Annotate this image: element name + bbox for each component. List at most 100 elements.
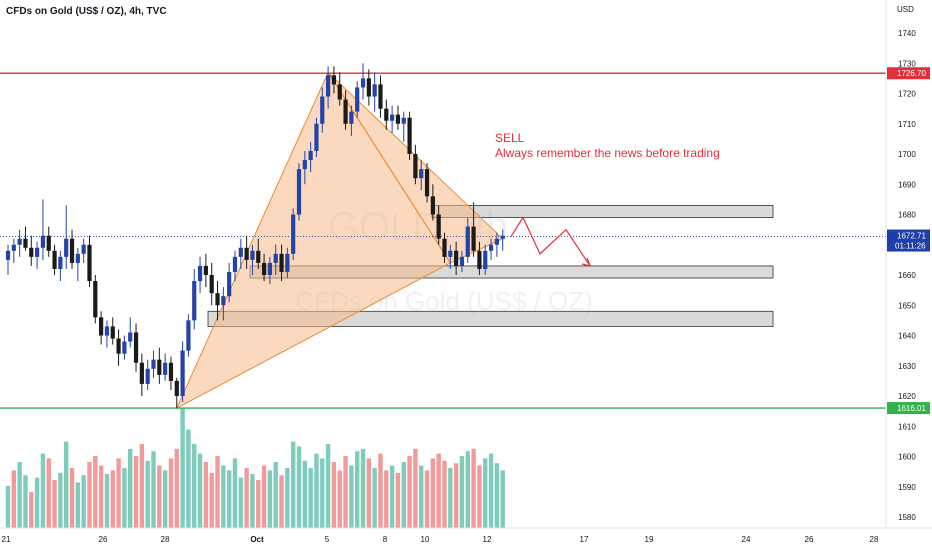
candle-body — [477, 250, 482, 269]
volume-bar — [349, 465, 354, 528]
volume-bar — [407, 456, 412, 528]
candle-body — [11, 244, 16, 251]
y-tick-label: 1620 — [898, 392, 916, 401]
candle-body — [192, 281, 197, 321]
candle-body — [366, 78, 371, 97]
volume-bar — [192, 444, 197, 528]
volume-bar — [244, 468, 249, 528]
candle-body — [331, 75, 337, 85]
price-zone — [431, 205, 774, 218]
volume-bar — [52, 480, 57, 528]
candle-body — [163, 362, 168, 375]
volume-bar — [424, 470, 430, 528]
volume-bar — [331, 462, 337, 528]
candle-body — [500, 235, 505, 239]
candle-body — [483, 250, 488, 269]
volume-bar — [267, 470, 273, 528]
y-tick-label: 1690 — [898, 180, 916, 189]
arrow-head-icon — [581, 257, 591, 267]
y-tick-label: 1680 — [898, 211, 916, 220]
volume-bar — [174, 448, 179, 528]
volume-bar — [494, 463, 500, 528]
volume-bar — [401, 462, 406, 528]
volume-bar — [261, 465, 267, 528]
y-tick-label: 1600 — [898, 453, 916, 462]
candle-body — [203, 265, 208, 275]
volume-bar — [273, 462, 278, 528]
volume-bar — [34, 477, 40, 528]
volume-bar — [128, 448, 133, 528]
candle-body — [261, 262, 267, 275]
candle-body — [139, 362, 144, 384]
volume-bar — [93, 456, 98, 528]
candle-body — [116, 338, 121, 354]
candle-body — [227, 271, 232, 297]
volume-bar — [279, 475, 284, 528]
candle-body — [360, 78, 366, 88]
signal-note: Always remember the news before trading — [495, 146, 720, 160]
x-tick-label: 24 — [742, 535, 751, 544]
candle-body — [424, 169, 430, 197]
candle-body — [465, 226, 470, 257]
volume-bar — [238, 477, 243, 528]
x-tick-label: 19 — [645, 535, 654, 544]
support-price-label: 1616.01 — [897, 404, 926, 413]
candle-body — [64, 238, 69, 257]
candle-body — [151, 359, 156, 369]
y-tick-label: 1710 — [898, 120, 916, 129]
volume-bar — [343, 456, 348, 528]
volume-bar — [360, 448, 366, 528]
candle-body — [459, 256, 465, 266]
candle-body — [128, 332, 133, 342]
candle-countdown-label: 01:11:26 — [895, 242, 926, 251]
x-tick-label: 17 — [580, 535, 589, 544]
candle-body — [58, 256, 63, 269]
volume-bar — [419, 465, 424, 528]
volume-bar — [87, 462, 92, 528]
support-price-badge — [887, 402, 930, 415]
candle-body — [285, 253, 290, 272]
candle-body — [23, 238, 28, 248]
volume-bar — [389, 465, 395, 528]
candle-body — [413, 154, 418, 179]
candle-body — [384, 108, 389, 121]
volume-bar — [197, 453, 203, 528]
x-tick-label: 28 — [161, 535, 170, 544]
volume-bar — [459, 456, 465, 528]
volume-bar — [413, 448, 418, 528]
volume-bar — [372, 468, 377, 528]
volume-bar — [209, 472, 214, 528]
volume-bar — [395, 472, 401, 528]
candle-body — [221, 296, 226, 306]
candle-body — [372, 84, 377, 97]
candle-body — [17, 238, 22, 245]
x-tick-label: 26 — [805, 535, 814, 544]
candle-body — [419, 169, 424, 179]
candle-body — [442, 238, 447, 257]
candle-body — [267, 262, 272, 275]
y-tick-label: 1660 — [898, 271, 916, 280]
volume-bar — [203, 462, 209, 528]
volume-bar — [104, 474, 110, 528]
volume-bar — [162, 470, 168, 528]
volume-bar — [448, 468, 453, 528]
candle-body — [174, 380, 179, 397]
volume-bar — [157, 465, 162, 528]
volume-bar — [5, 486, 11, 528]
signal-label: SELL — [495, 131, 525, 145]
x-tick-label: 21 — [2, 535, 11, 544]
candle-body — [436, 214, 441, 239]
x-tick-label: 12 — [483, 535, 492, 544]
candle-body — [343, 99, 348, 124]
volume-bar — [325, 444, 331, 528]
volume-bar — [168, 458, 174, 528]
candle-body — [378, 84, 383, 109]
y-tick-label: 1590 — [898, 483, 916, 492]
y-tick-label: 1630 — [898, 362, 916, 371]
volume-bar — [29, 492, 34, 528]
volume-bar — [465, 451, 470, 528]
y-tick-label: 1640 — [898, 332, 916, 341]
candle-body — [232, 256, 238, 272]
